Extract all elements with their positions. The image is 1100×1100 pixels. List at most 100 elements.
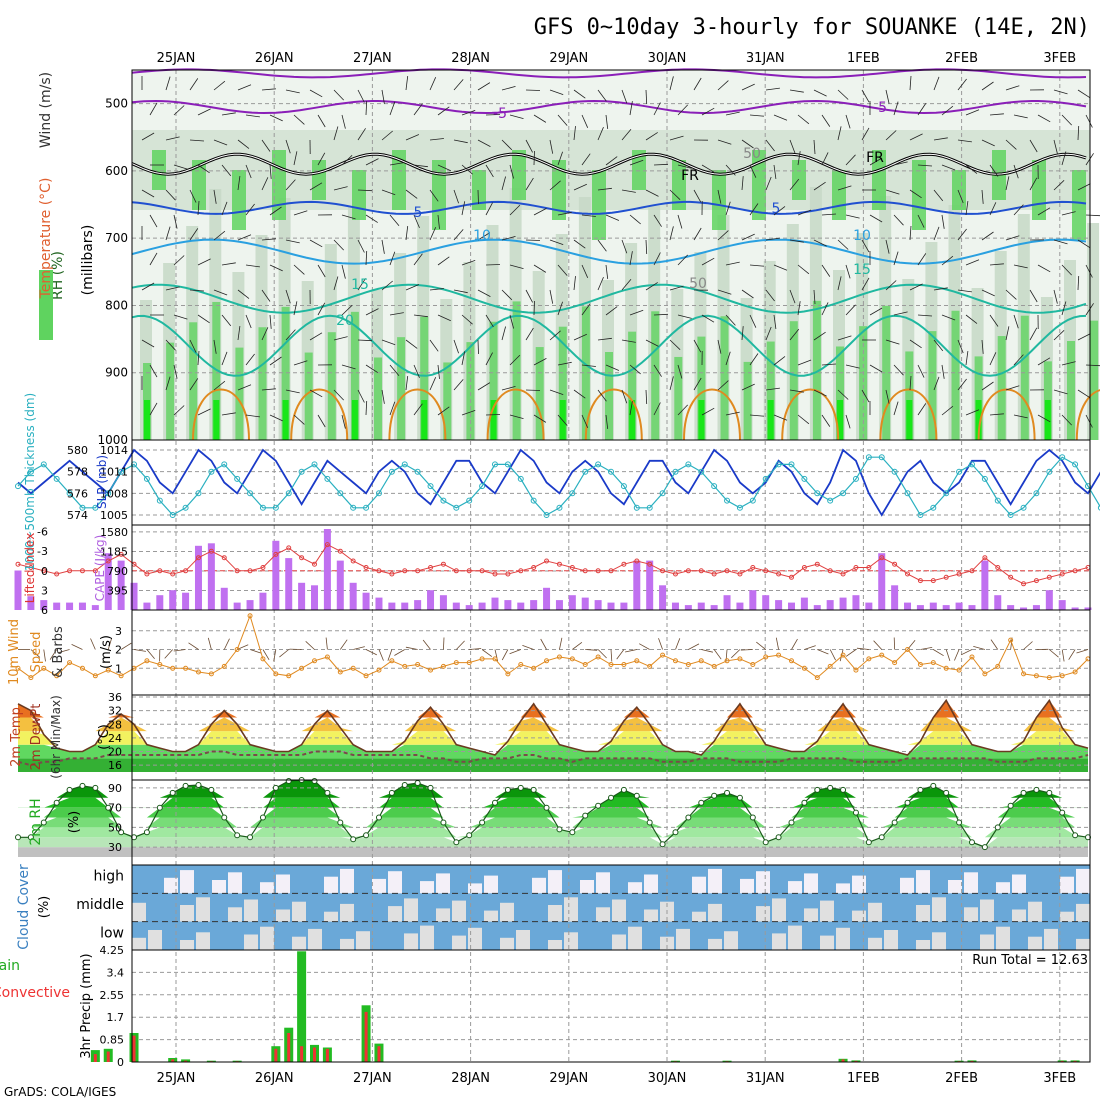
wind-barb [173, 214, 178, 229]
li-point [363, 565, 369, 570]
surface-wind-barb [585, 649, 598, 651]
slp-point [272, 504, 279, 511]
wind-barb [453, 189, 459, 204]
wind-barb [237, 84, 252, 91]
wind-point [337, 669, 343, 675]
slp-point [685, 461, 692, 468]
cloud-fraction-bar [436, 873, 450, 894]
wind-barb [389, 101, 396, 116]
slp-point [208, 468, 215, 475]
wind-point [531, 665, 537, 671]
cloud-fraction-bar [260, 926, 274, 950]
wind-barb [725, 201, 731, 216]
surface-wind-barb [456, 640, 465, 650]
cape-bar [736, 602, 744, 610]
wind-barb [501, 86, 516, 91]
cloud-fraction-bar [772, 933, 786, 950]
wind-barb [501, 326, 506, 341]
wind-point [930, 660, 936, 666]
cloud-fraction-bar [948, 880, 962, 894]
wind-barb [917, 403, 927, 416]
cape-bar [607, 602, 615, 610]
run-total-label: Run Total = 12.63 [972, 953, 1088, 968]
slp-point [775, 461, 782, 468]
wind-barb [749, 164, 757, 178]
temperature-axis-label: Temperature (°C) [38, 178, 54, 300]
cape-bar [981, 560, 989, 610]
thickness-tick-label: 574 [67, 509, 88, 522]
wind-barb [909, 375, 912, 391]
rh-plume-bright [282, 400, 289, 440]
li-point [453, 568, 459, 574]
rh-plume-bright [906, 400, 913, 440]
cloud-fraction-bar [804, 873, 818, 894]
cape-bar [143, 602, 151, 610]
wind-barb [261, 238, 276, 241]
cape-bar [581, 597, 589, 610]
cape-bar [710, 605, 718, 610]
wind-point [1021, 671, 1027, 677]
wind-barb [989, 164, 999, 177]
wind-barb [333, 126, 339, 141]
wind-barb [933, 137, 948, 141]
slp-point [917, 512, 924, 518]
wind-barb [813, 239, 827, 247]
wind-barb [909, 283, 923, 291]
cloud-fraction-bar [260, 882, 274, 894]
cloud-fraction-bar [884, 930, 898, 950]
wind-barb [717, 230, 729, 241]
slp-point [943, 490, 950, 497]
rh-blob [232, 170, 246, 230]
wind-barb [413, 364, 420, 379]
wind-barb [965, 164, 978, 174]
cloud-fraction-bar [228, 907, 242, 922]
rh-point [930, 782, 937, 789]
rh-axis-label: RH (%) [50, 251, 66, 300]
slp-point [156, 497, 163, 504]
surface-wind-barb [501, 649, 509, 661]
slp-point [698, 468, 705, 475]
wind-barb [837, 239, 849, 250]
wind-barb [1077, 183, 1091, 191]
wind-barb [725, 261, 740, 266]
wind-point [827, 663, 833, 669]
cape-bar [646, 560, 654, 610]
surface-wind-barb [1023, 641, 1033, 650]
cloud-fraction-bar [132, 902, 146, 922]
cloud-fraction-bar [340, 868, 354, 894]
rh-plume-green [558, 326, 567, 440]
cloud-fraction-bar [1028, 901, 1042, 922]
wind-barb [885, 89, 890, 104]
wind-point [428, 667, 434, 673]
rh-point [659, 841, 666, 848]
wind-barb [773, 356, 786, 366]
wind-barb [645, 339, 659, 347]
pressure-tick-label: 600 [105, 164, 128, 178]
surface-wind-barb [387, 649, 393, 661]
cape-bar [1020, 607, 1028, 610]
slp-point [298, 468, 305, 475]
cloud-fraction-bar [180, 870, 194, 894]
li-point [105, 558, 111, 564]
rh-tick-label: 70 [108, 802, 122, 815]
li-point [389, 571, 395, 577]
li-point [711, 571, 717, 577]
cape-bar [555, 600, 563, 610]
wind-barb [1053, 89, 1068, 95]
wind-barb [413, 214, 420, 229]
wind-point [1046, 675, 1052, 681]
cloud-fraction-bar [244, 899, 258, 922]
date-label-top: 31JAN [746, 51, 785, 66]
rh-point [762, 839, 769, 846]
wind-barb [405, 339, 418, 349]
wind-barb [557, 301, 563, 316]
rh-point [453, 839, 460, 846]
wind-barb [269, 356, 282, 366]
cloud-fraction-bar [788, 925, 802, 950]
surface-wind-barb [713, 649, 722, 660]
wind-barb [749, 414, 764, 417]
wind-barb [741, 383, 755, 391]
cloud-fraction-bar [820, 935, 834, 950]
cloud-fraction-bar [356, 931, 370, 950]
precip-convective-bar [1060, 1060, 1064, 1062]
